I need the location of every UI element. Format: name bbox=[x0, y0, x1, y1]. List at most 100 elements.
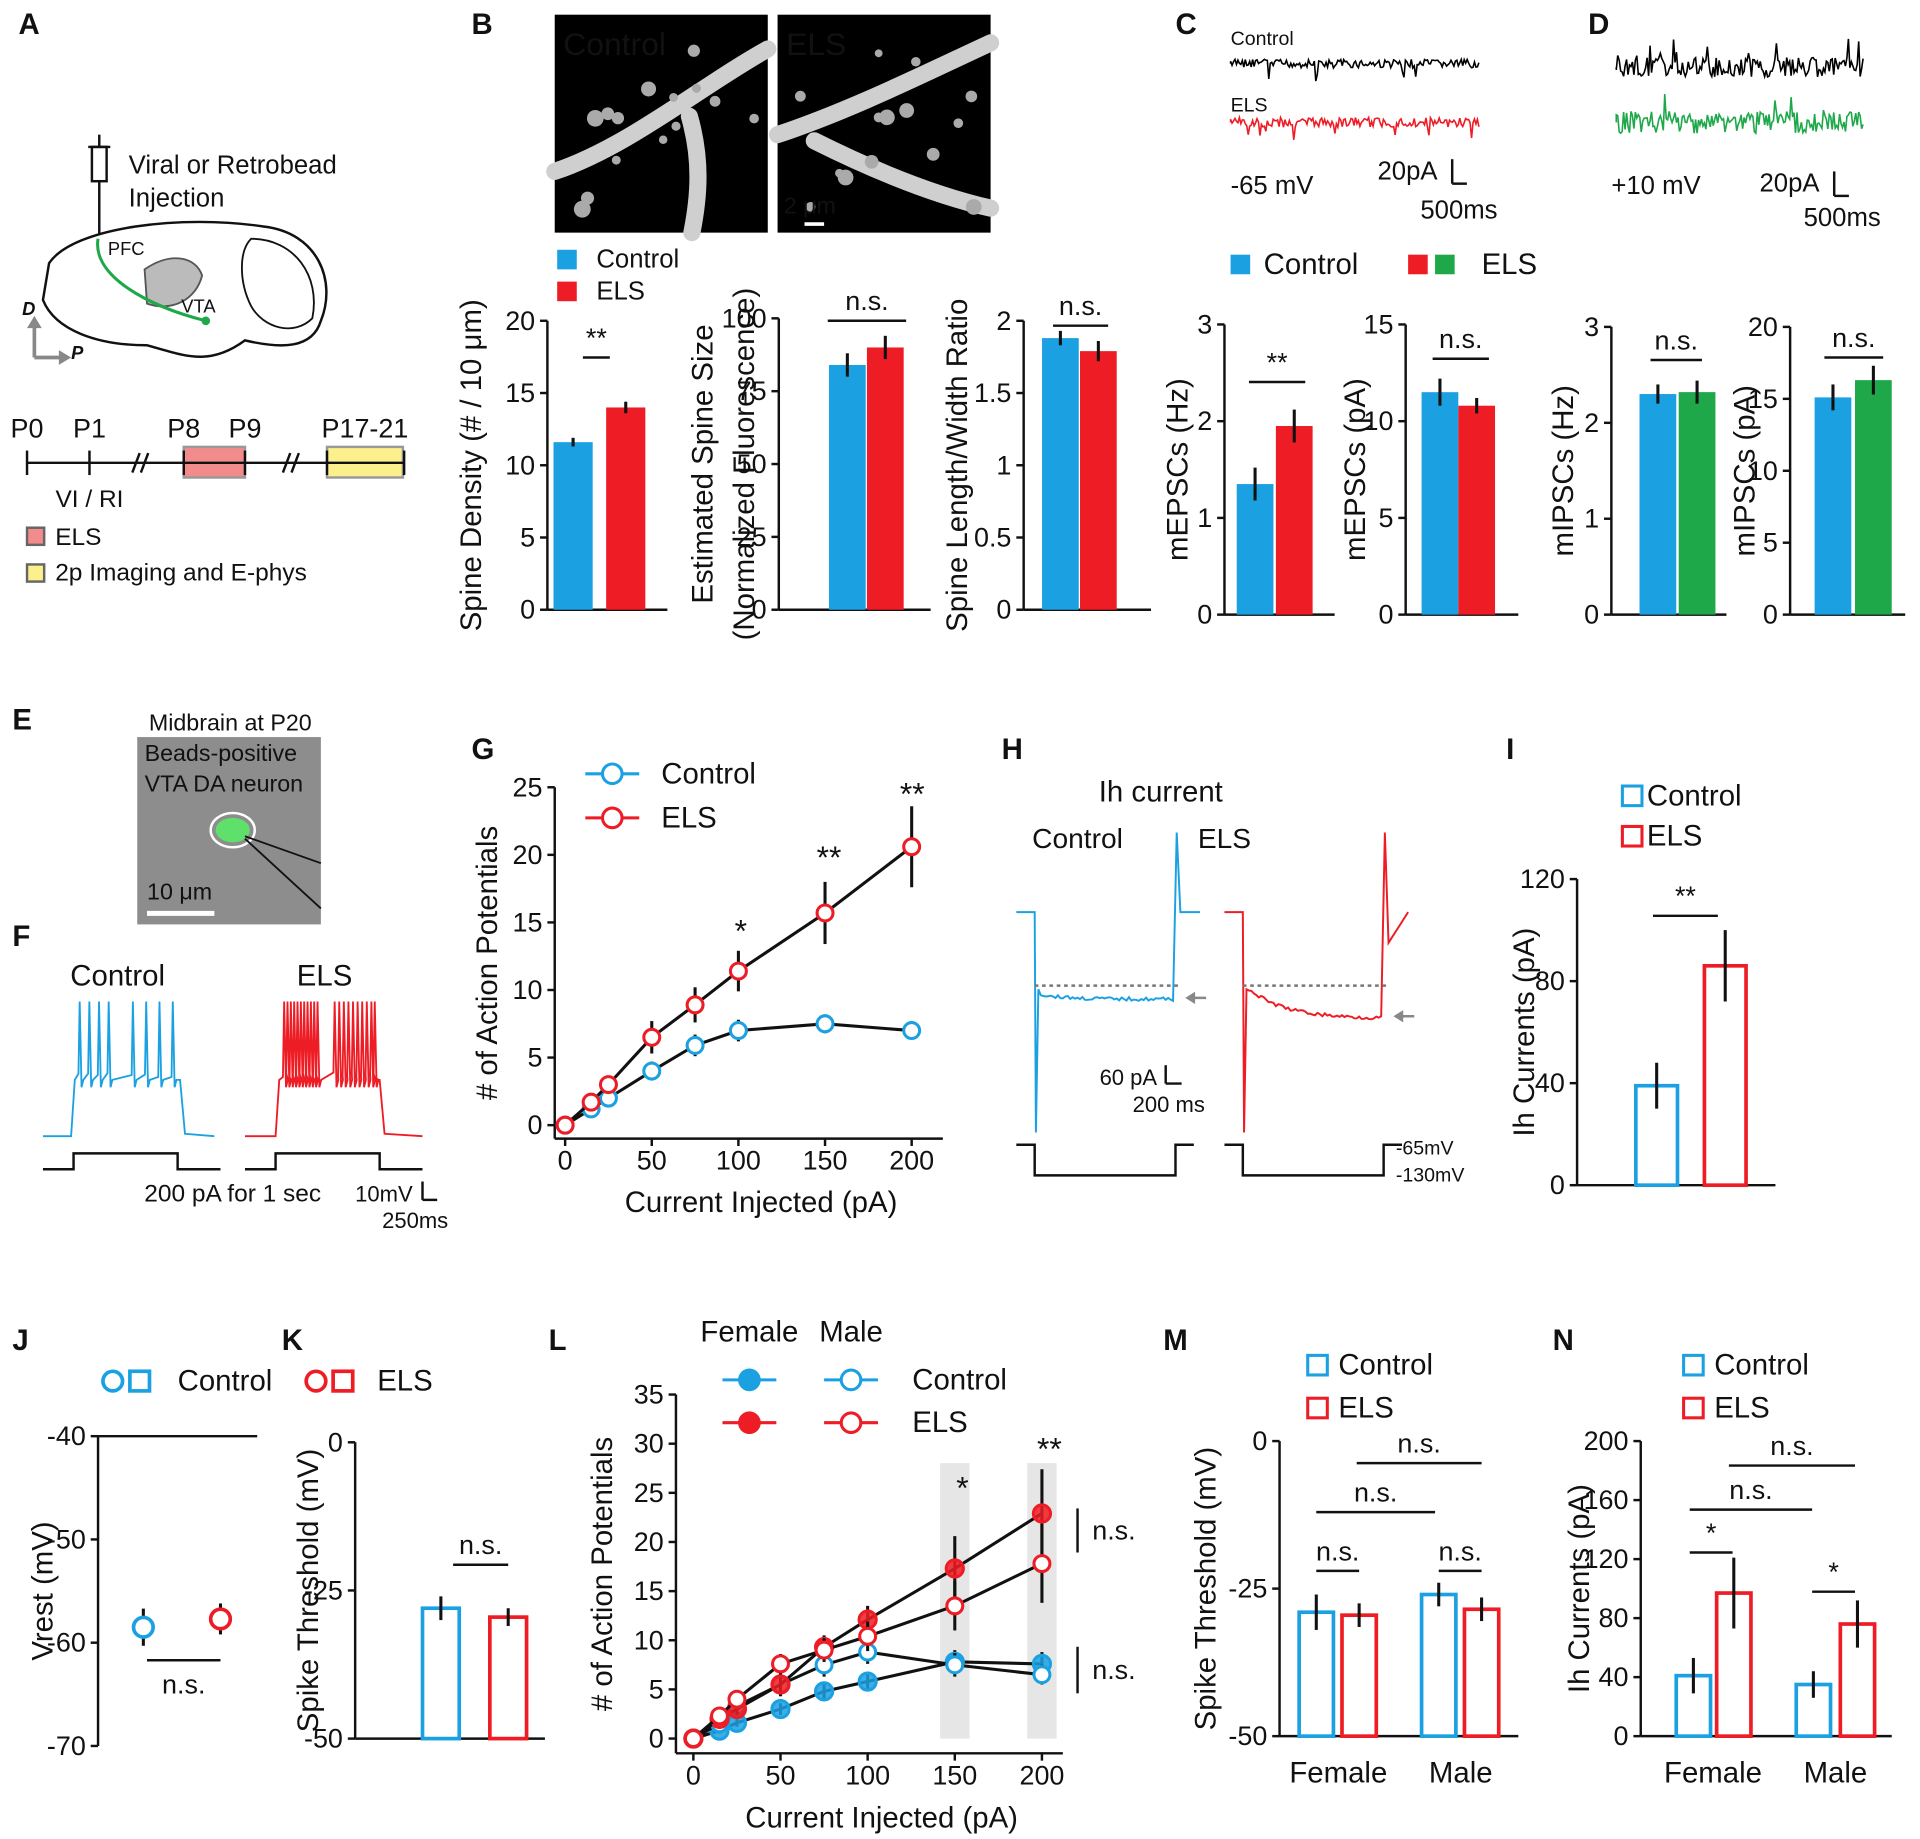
sig-label: * bbox=[735, 913, 747, 949]
shape bbox=[680, 107, 707, 242]
y-tick-label: 75 bbox=[737, 376, 767, 406]
sig-label: n.s. bbox=[1397, 1429, 1440, 1459]
y-tick-label: 0 bbox=[649, 1724, 664, 1754]
bar bbox=[488, 1615, 529, 1741]
point bbox=[770, 1674, 791, 1695]
spine bbox=[805, 201, 816, 212]
legend-marker bbox=[839, 1368, 863, 1392]
y-tick-label: 20 bbox=[634, 1527, 664, 1557]
y-tick-label: 10 bbox=[1748, 456, 1778, 486]
legend-marker bbox=[101, 1369, 125, 1393]
label: ELS bbox=[786, 26, 846, 62]
label: 200 pA for 1 sec bbox=[144, 1180, 321, 1207]
label: ELS bbox=[1198, 823, 1251, 854]
line bbox=[244, 835, 322, 865]
legend-swatch bbox=[1230, 254, 1251, 275]
label: 10mV bbox=[355, 1181, 413, 1206]
legend-label: Control bbox=[1714, 1349, 1809, 1382]
y-axis-label: Estimated Spine Size bbox=[686, 324, 719, 603]
point bbox=[857, 1671, 878, 1692]
point bbox=[1032, 1554, 1052, 1574]
spine bbox=[953, 118, 964, 129]
stimulus bbox=[244, 1152, 423, 1171]
shape bbox=[1393, 1010, 1404, 1023]
spine bbox=[874, 49, 883, 58]
y-tick-label: 10 bbox=[1363, 406, 1393, 436]
label: Injection bbox=[129, 184, 225, 212]
y-tick-label: -50 bbox=[304, 1724, 343, 1754]
y-tick-label: 1 bbox=[996, 450, 1011, 480]
label: Control bbox=[70, 959, 165, 992]
legend-label: ELS bbox=[912, 1406, 968, 1439]
trace bbox=[42, 1001, 215, 1138]
sig-label: n.s. bbox=[845, 286, 888, 316]
legend-label: Control bbox=[1647, 779, 1742, 812]
x-axis-label: Current Injected (pA) bbox=[625, 1186, 898, 1219]
y-tick-label: 10 bbox=[634, 1625, 664, 1655]
legend-label: ELS bbox=[1647, 820, 1703, 853]
y-tick-label: -25 bbox=[1228, 1574, 1267, 1604]
label: 200 ms bbox=[1133, 1092, 1205, 1117]
spine bbox=[965, 90, 978, 103]
y-tick-label: 20 bbox=[1748, 312, 1778, 342]
label: Midbrain at P20 bbox=[149, 709, 312, 735]
panel-label: F bbox=[12, 920, 30, 953]
legend-label: Control bbox=[596, 246, 679, 274]
y-tick-label: 0 bbox=[996, 595, 1011, 625]
y-tick-label: 3 bbox=[1197, 309, 1212, 339]
legend-swatch bbox=[1306, 1396, 1329, 1420]
y-tick-label: 0 bbox=[520, 595, 535, 625]
point bbox=[814, 1640, 834, 1660]
trace bbox=[1615, 38, 1864, 80]
point bbox=[902, 1021, 922, 1041]
spine bbox=[611, 111, 625, 125]
spine bbox=[671, 121, 681, 131]
sig-label: n.s. bbox=[1316, 1536, 1359, 1566]
legend-label: ELS bbox=[1338, 1392, 1394, 1425]
label: P bbox=[71, 342, 84, 363]
bar bbox=[420, 1606, 462, 1741]
y-tick-label: 25 bbox=[737, 522, 767, 552]
legend-marker bbox=[839, 1411, 863, 1435]
y-tick-label: 35 bbox=[634, 1380, 664, 1410]
label: P17-21 bbox=[322, 414, 409, 444]
sig-label: * bbox=[1828, 1557, 1839, 1587]
legend-label: Control bbox=[1338, 1349, 1433, 1382]
sig-label: n.s. bbox=[1439, 324, 1482, 354]
label: P1 bbox=[73, 414, 106, 444]
sig-label: ** bbox=[1037, 1430, 1062, 1466]
label: VTA DA neuron bbox=[145, 771, 304, 797]
label: 20pA bbox=[1760, 170, 1821, 198]
label: Control bbox=[1032, 823, 1123, 854]
y-axis-label: mEPSCs (pA) bbox=[1339, 378, 1372, 561]
y-tick-label: 15 bbox=[634, 1576, 664, 1606]
bar bbox=[1639, 394, 1677, 615]
y-tick-label: 0 bbox=[528, 1110, 543, 1140]
line bbox=[281, 452, 292, 474]
point bbox=[642, 1061, 662, 1081]
y-tick-label: -25 bbox=[304, 1575, 343, 1605]
spine bbox=[687, 44, 700, 57]
point bbox=[771, 1654, 791, 1674]
sig-label: ** bbox=[1267, 347, 1288, 377]
shape bbox=[1185, 991, 1196, 1004]
panel-label: N bbox=[1553, 1324, 1574, 1357]
y-tick-label: 10 bbox=[513, 975, 543, 1005]
y-tick-label: 2 bbox=[996, 306, 1011, 336]
bar bbox=[1814, 397, 1852, 615]
point bbox=[685, 1035, 705, 1055]
point bbox=[710, 1706, 730, 1726]
y-tick-label: 5 bbox=[520, 522, 535, 552]
bar bbox=[1714, 1591, 1753, 1738]
bar bbox=[1421, 392, 1459, 615]
point bbox=[728, 1021, 748, 1041]
point bbox=[1032, 1665, 1052, 1685]
sig-label: n.s. bbox=[162, 1670, 205, 1700]
trace bbox=[1224, 832, 1409, 1133]
y-axis-label: mIPSCs (pA) bbox=[1728, 385, 1761, 556]
y-axis-label: # of Action Potentials bbox=[586, 1437, 619, 1711]
y-tick-label: 160 bbox=[1584, 1485, 1629, 1515]
panel-label: J bbox=[12, 1324, 28, 1357]
label: 60 pA bbox=[1100, 1065, 1158, 1090]
point bbox=[1031, 1503, 1053, 1524]
